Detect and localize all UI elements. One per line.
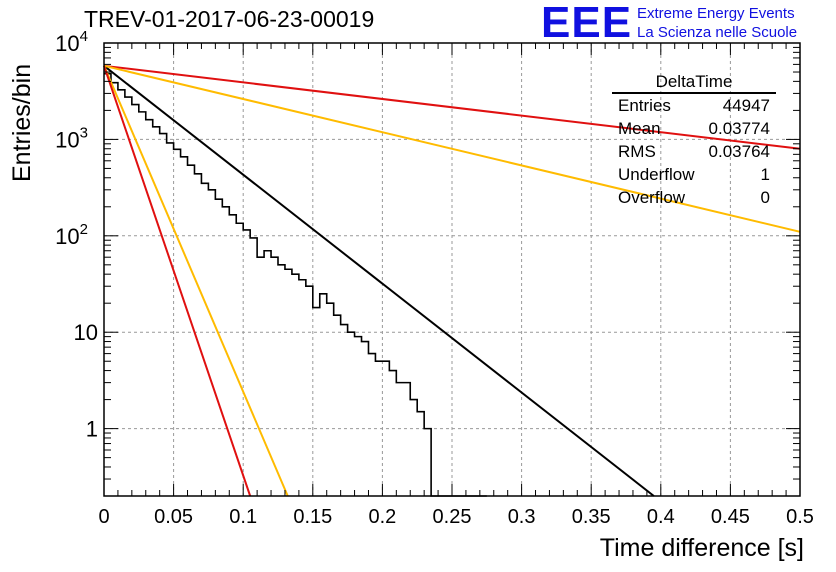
stats-label: Underflow <box>618 165 695 184</box>
stats-row-mean: Mean 0.03774 <box>612 117 776 140</box>
histogram-outline <box>104 72 487 497</box>
stats-title: DeltaTime <box>612 72 776 94</box>
fit-line-0 <box>103 65 655 497</box>
logo-mark: EEE <box>541 0 633 47</box>
fit-line-4 <box>103 65 252 497</box>
fit-line-2 <box>103 64 801 233</box>
y-tick-label: 104 <box>55 28 88 56</box>
stats-value: 0.03774 <box>708 119 770 138</box>
logo-line2: La Scienza nelle Scuole <box>637 24 798 41</box>
stats-value: 44947 <box>722 96 770 115</box>
stats-value: 1 <box>760 165 770 184</box>
stats-box: DeltaTime Entries 44947 Mean 0.03774 RMS… <box>612 72 776 209</box>
y-tick-label: 10 <box>74 320 98 345</box>
y-axis-label: Entries/bin <box>8 63 36 182</box>
x-tick-label: 0.05 <box>154 506 193 528</box>
logo-line1: Extreme Energy Events <box>637 5 795 22</box>
x-tick-label: 0.45 <box>711 506 750 528</box>
x-tick-label: 0.15 <box>293 506 332 528</box>
x-tick-label: 0.3 <box>508 506 536 528</box>
histogram-deltatime <box>104 72 487 497</box>
x-axis-ticks: 0 0.05 0.1 0.15 0.2 0.25 0.3 0.35 0.4 0.45 0.5 <box>98 43 814 528</box>
chart-title: TREV-01-2017-06-23-00019 <box>84 6 375 32</box>
grid-lines <box>104 43 800 496</box>
stats-value: 0.03764 <box>708 142 770 161</box>
x-tick-label: 0.1 <box>229 506 257 528</box>
fit-line-3 <box>103 65 289 497</box>
stats-label: RMS <box>618 142 656 161</box>
stats-row-rms: RMS 0.03764 <box>612 140 776 163</box>
y-tick-label: 1 <box>86 417 98 442</box>
x-tick-label: 0.5 <box>786 506 814 528</box>
x-tick-label: 0.2 <box>368 506 396 528</box>
stats-row-underflow: Underflow 1 <box>612 163 776 186</box>
y-tick-label: 103 <box>55 124 88 152</box>
x-tick-label: 0 <box>98 506 109 528</box>
stats-row-overflow: Overflow 0 <box>612 186 776 209</box>
x-axis-label: Time difference [s] <box>599 534 804 562</box>
x-tick-label: 0.4 <box>647 506 675 528</box>
x-tick-label: 0.35 <box>572 506 611 528</box>
stats-label: Mean <box>618 119 661 138</box>
y-tick-label: 102 <box>55 221 88 249</box>
stats-label: Entries <box>618 96 671 115</box>
x-tick-label: 0.25 <box>433 506 472 528</box>
fit-line-1 <box>103 64 801 150</box>
stats-value: 0 <box>760 188 770 207</box>
stats-row-entries: Entries 44947 <box>612 94 776 117</box>
stats-label: Overflow <box>618 188 686 207</box>
fit-curves <box>103 64 801 497</box>
